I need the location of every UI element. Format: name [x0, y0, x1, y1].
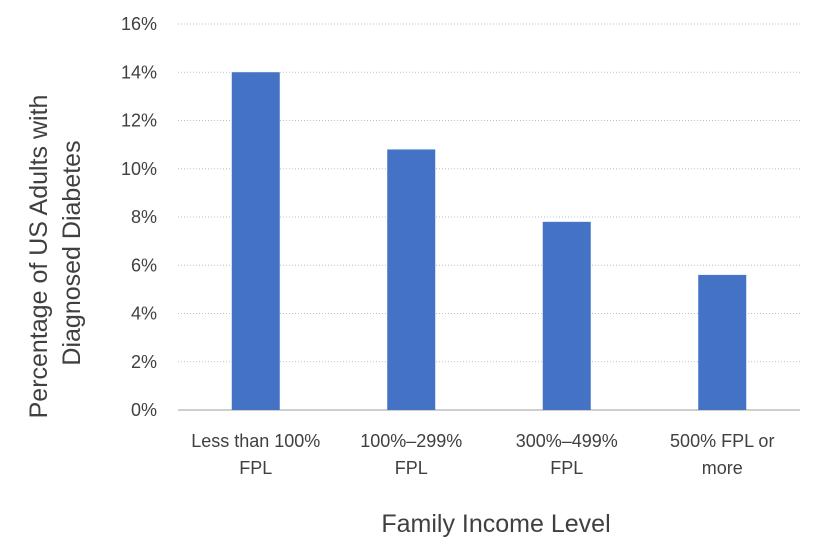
y-tick-label: 8%	[131, 207, 157, 227]
bars	[231, 72, 747, 410]
x-tick-label: 100%–299% FPL	[360, 431, 462, 478]
bar	[698, 274, 747, 410]
x-tick-label-line: Less than 100%	[191, 431, 320, 451]
x-tick-label-line: FPL	[395, 458, 428, 478]
y-tick-label: 16%	[121, 14, 157, 34]
x-tick-label-line: FPL	[239, 458, 272, 478]
x-tick-label-line: 500% FPL or	[670, 431, 774, 451]
x-axis-title: Family Income Level	[381, 510, 610, 538]
x-axis-ticks: Less than 100% FPL 100%–299% FPL 300%–499% FP…	[191, 431, 774, 478]
x-tick-label: 500% FPL or more	[670, 431, 774, 478]
y-tick-label: 10%	[121, 159, 157, 179]
x-tick-label-line: 100%–299%	[360, 431, 462, 451]
y-axis-title: Percentage of US Adults with Diagnosed D…	[25, 88, 86, 419]
y-tick-label: 0%	[131, 400, 157, 420]
x-tick-label: Less than 100% FPL	[191, 431, 320, 478]
y-axis-ticks: 0% 2% 4% 6% 8% 10% 12% 14% 16%	[121, 14, 157, 420]
bar	[542, 221, 591, 410]
x-tick-label-line: 300%–499%	[516, 431, 618, 451]
gridlines	[178, 23, 800, 411]
y-tick-label: 2%	[131, 352, 157, 372]
y-tick-label: 4%	[131, 304, 157, 324]
x-tick-label-line: more	[702, 458, 743, 478]
x-tick-label: 300%–499% FPL	[516, 431, 618, 478]
y-axis-title-line-2: Diagnosed Diabetes	[58, 140, 86, 365]
y-tick-label: 14%	[121, 62, 157, 82]
x-tick-label-line: FPL	[550, 458, 583, 478]
bar	[231, 72, 280, 410]
bar	[387, 149, 436, 410]
y-axis-title-line-1: Percentage of US Adults with	[25, 95, 53, 419]
y-tick-label: 12%	[121, 111, 157, 131]
y-tick-label: 6%	[131, 255, 157, 275]
